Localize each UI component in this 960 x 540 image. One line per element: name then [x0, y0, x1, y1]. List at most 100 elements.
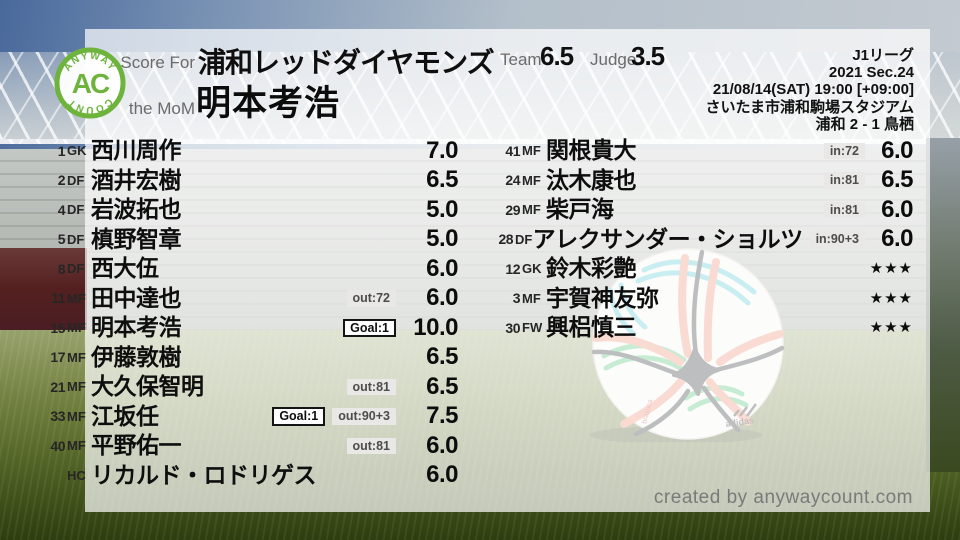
shirt-number: 24 [505, 172, 520, 189]
badge-group: out:81 [340, 378, 396, 395]
player-row: 4 DF 岩波拓也 5.0 [25, 195, 459, 225]
player-name: 鈴木彩艶 [546, 255, 637, 282]
shirt-number: 17 [50, 349, 65, 366]
judge-score-label: Judge [590, 50, 637, 69]
player-row: 29 MF 柴戸海 in:81 6.0 [494, 195, 913, 225]
position-label: DF [67, 231, 85, 247]
player-row: 1 GK 西川周作 7.0 [25, 136, 459, 166]
player-row: 12 GK 鈴木彩艶 ★★★ [494, 254, 913, 284]
stadium-right-edge [926, 138, 960, 472]
player-rating: 6.0 [881, 136, 913, 164]
player-name: 宇賀神友弥 [546, 284, 659, 311]
shirt-number: 12 [505, 260, 520, 277]
badge-group: in:81 [817, 172, 865, 189]
position-label: MF [67, 408, 86, 424]
player-row: 30 FW 興梠慎三 ★★★ [494, 313, 913, 343]
substitution-badge: in:81 [823, 201, 865, 218]
kickoff-datetime: 21/08/14(SAT) 19:00 [+09:00] [712, 81, 914, 99]
shirt-number: 33 [50, 408, 65, 425]
player-row: 24 MF 汰木康也 in:81 6.5 [494, 166, 913, 196]
shirt-number: 21 [50, 378, 65, 395]
player-rating: 6.0 [881, 195, 913, 223]
shirt-number: 15 [50, 319, 65, 336]
team-score-label: Team [500, 50, 542, 69]
position-label: MF [522, 202, 541, 218]
player-row: 11 MF 田中達也 out:72 6.0 [25, 284, 458, 314]
player-name: 西大伍 [91, 255, 159, 282]
badge-group: out:72 [340, 290, 396, 307]
player-name: アレクサンダー・ショルツ [532, 225, 804, 252]
starting-lineup-list: 1 GK 西川周作 7.0 2 DF 酒井宏樹 6.5 4 DF 岩波拓也 5.… [25, 136, 458, 490]
substitution-badge: in:72 [823, 142, 865, 159]
match-result: 浦和 2 - 1 鳥栖 [815, 115, 914, 133]
position-label: MF [67, 379, 86, 395]
position-label: FW [522, 320, 543, 336]
player-name: 槙野智章 [91, 225, 182, 252]
player-rating: 5.0 [426, 225, 458, 253]
badge-group: Goal:1 out:90+3 [265, 407, 396, 426]
player-rating: ★★★ [869, 289, 913, 307]
player-row: 21 MF 大久保智明 out:81 6.5 [25, 372, 458, 402]
player-rating: 5.0 [426, 195, 458, 223]
player-rating: ★★★ [869, 260, 913, 278]
player-name: 酒井宏樹 [91, 166, 182, 193]
substitution-badge: in:90+3 [809, 231, 865, 248]
shirt-number: 8 [57, 260, 66, 277]
match-info-block: J1リーグ 2021 Sec.24 21/08/14(SAT) 19:00 [+… [705, 47, 914, 133]
logo-ring [54, 47, 126, 119]
substitution-badge: out:81 [346, 437, 396, 454]
player-name: 柴戸海 [546, 196, 614, 223]
player-rating: 6.5 [426, 343, 458, 371]
badge-group: out:81 [340, 437, 396, 454]
player-rating: 6.5 [881, 166, 913, 194]
position-label: HC [67, 467, 86, 483]
player-rating: ★★★ [869, 319, 913, 337]
player-rating: 6.0 [426, 284, 458, 312]
shirt-number: 40 [50, 437, 65, 454]
player-rating: 6.0 [426, 431, 458, 459]
player-name: 汰木康也 [546, 166, 637, 193]
shirt-number: 4 [57, 201, 66, 218]
position-label: MF [67, 349, 86, 365]
player-rating: 7.5 [426, 402, 458, 430]
player-name: 平野佑一 [91, 432, 182, 459]
red-seats-block [0, 248, 87, 338]
position-label: DF [67, 172, 85, 188]
substitution-badge: out:90+3 [332, 408, 396, 425]
player-rating: 7.0 [426, 136, 458, 164]
player-row: 5 DF 槙野智章 5.0 [25, 225, 459, 255]
badge-group: in:90+3 [803, 231, 865, 248]
translucent-panel [85, 29, 930, 512]
badge-group: in:81 [817, 201, 865, 218]
position-label: GK [522, 261, 542, 277]
player-rating: 6.0 [881, 225, 913, 253]
goal-badge: Goal:1 [272, 407, 326, 426]
shirt-number: 1 [57, 142, 66, 159]
player-name: 伊藤敦樹 [91, 343, 182, 370]
team-name: 浦和レッドダイヤモンズ [198, 47, 495, 78]
player-name: 明本考浩 [91, 314, 182, 341]
player-rating: 6.0 [426, 461, 458, 489]
shirt-number: 3 [512, 290, 521, 307]
judge-score-value: 3.5 [631, 41, 665, 71]
player-rating: 6.5 [426, 372, 458, 400]
position-label: MF [522, 143, 541, 159]
badge-group: Goal:1 [336, 318, 396, 337]
score-for-label: Score For [120, 53, 195, 72]
shirt-number: 41 [505, 142, 520, 159]
anywaycount-logo: ANYWAY COUNT AC [54, 47, 126, 119]
player-name: 江坂任 [91, 402, 159, 429]
player-row: 2 DF 酒井宏樹 6.5 [25, 166, 459, 196]
player-name: 西川周作 [91, 137, 182, 164]
shirt-number: 11 [51, 290, 65, 307]
position-label: DF [515, 231, 533, 247]
player-row: 41 MF 関根貴大 in:72 6.0 [494, 136, 913, 166]
shirt-number: 28 [498, 231, 514, 248]
season-section: 2021 Sec.24 [828, 64, 914, 82]
position-label: MF [522, 290, 541, 306]
mom-name: 明本考浩 [196, 84, 341, 123]
position-label: GK [67, 143, 87, 159]
team-score-value: 6.5 [540, 41, 574, 71]
position-label: MF [67, 320, 86, 336]
